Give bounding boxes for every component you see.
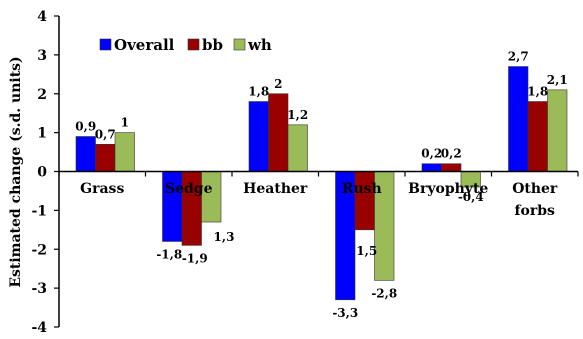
data-label: 0,9 [75,120,96,134]
data-label: 0,7 [95,127,116,141]
category-label: Other [512,181,558,197]
legend-label: Overall [114,36,175,54]
bar-wh [114,132,135,172]
category-label: Sedge [165,181,213,197]
data-label: 1,3 [214,230,235,244]
category-label: Rush [342,181,382,197]
bar-overall [508,66,529,172]
bar-overall [421,163,442,172]
category-label: Grass [80,181,124,197]
bar-wh [287,124,308,172]
bar-overall [248,101,269,172]
data-label: 2 [274,77,282,91]
legend-label: bb [202,36,223,54]
data-label: -1,9 [182,251,208,265]
category-label: Heather [243,181,308,197]
data-label: 1,2 [287,108,308,122]
legend: Overall bb wh [99,36,272,54]
category-label: Bryophyte [408,181,488,197]
data-label: 2,1 [547,73,568,87]
data-label: 2,7 [508,50,529,64]
data-label: -0,4 [458,190,484,204]
data-label: 1,5 [356,244,377,258]
data-labels: 0,90,7 1 -1,8 -1,9 1,3 1,8 2 1,2 -3,3 1,5 -2,8 0,20… [75,50,567,320]
data-label: 0,2 [421,147,442,161]
category-label: forbs [515,203,556,219]
data-label: -2,8 [371,286,397,300]
y-tick-label: 0 [37,165,47,181]
axes [54,15,579,328]
bar-bb [441,163,462,172]
bar-bb [527,101,548,172]
y-tick-label: 3 [37,48,47,64]
y-tick-label: -3 [31,281,47,297]
bars [75,66,568,301]
y-tick-label: -2 [31,242,47,258]
bar-bb [268,93,289,172]
y-tick-label: -1 [31,203,47,219]
data-label: 1,8 [527,85,548,99]
legend-swatch-bb [187,38,200,51]
y-tick-label: 2 [37,87,47,103]
y-tick-label: -4 [31,320,47,336]
data-label: 0,2 [441,147,462,161]
y-tick-labels: -4 -3 -2 -1 0 1 2 3 4 [31,9,47,336]
legend-label: wh [247,36,272,54]
category-labels: Grass Sedge Heather Rush Bryophyte Other forbs [80,181,558,219]
bar-overall [75,136,96,172]
bar-wh [547,89,568,172]
y-tick-label: 4 [37,9,47,25]
legend-swatch-wh [233,38,246,51]
data-label: 1 [121,116,129,130]
data-label: 1,8 [248,85,269,99]
legend-swatch-overall [99,38,112,51]
data-label: -3,3 [332,306,358,320]
data-label: -1,8 [156,247,182,261]
bar-bb [95,143,116,172]
y-axis-label: Estimated change (s.d. units) [8,56,24,287]
y-tick-label: 1 [37,126,47,142]
